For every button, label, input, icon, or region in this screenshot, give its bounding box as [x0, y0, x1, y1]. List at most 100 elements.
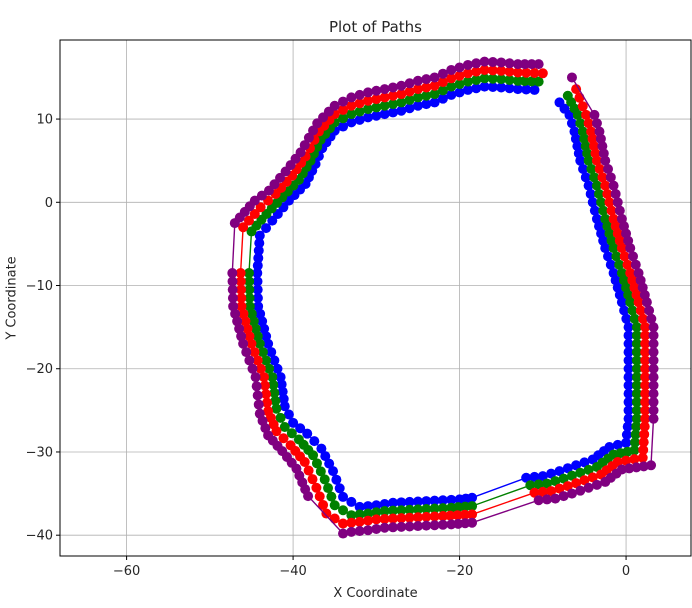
series-0-point	[623, 355, 634, 366]
series-2-point	[635, 305, 646, 316]
series-0-point	[437, 495, 448, 506]
series-1-point	[631, 347, 642, 358]
series-0-point	[487, 82, 498, 93]
series-1-point	[268, 379, 279, 390]
series-3-point	[396, 80, 407, 91]
series-0-point	[562, 463, 573, 474]
series-2-point	[638, 444, 649, 455]
series-2-point	[554, 483, 565, 494]
plot-area	[227, 56, 659, 539]
series-0-point	[429, 495, 440, 506]
series-0-point	[603, 251, 614, 262]
series-0-point	[328, 466, 339, 477]
series-0-point	[580, 172, 591, 183]
series-2-point	[278, 433, 289, 444]
series-0-point	[546, 468, 557, 479]
series-1-point	[275, 412, 286, 423]
series-2-point	[314, 491, 325, 502]
series-0-point	[309, 436, 320, 447]
series-1-point	[630, 429, 641, 440]
series-1-point	[575, 467, 586, 478]
series-1-point	[631, 338, 642, 349]
series-2-point	[396, 513, 407, 524]
series-2-point	[252, 355, 263, 366]
series-1-point	[421, 90, 432, 101]
series-3-point	[566, 488, 577, 499]
series-0-point	[331, 474, 342, 485]
series-1-point	[326, 491, 337, 502]
series-2-point	[574, 92, 585, 103]
series-2	[235, 64, 651, 529]
series-2-point	[429, 80, 440, 91]
series-2-point	[571, 478, 582, 489]
series-0-point	[512, 84, 523, 95]
series-2-point	[329, 513, 340, 524]
series-0-point	[429, 97, 440, 108]
series-1-point	[577, 126, 588, 137]
series-3-point	[429, 72, 440, 83]
series-2-point	[608, 213, 619, 224]
series-0-point	[623, 330, 634, 341]
series-0-point	[252, 276, 263, 287]
series-1-point	[246, 226, 257, 237]
series-1-point	[631, 388, 642, 399]
series-3-point	[247, 363, 258, 374]
series-1-point	[611, 251, 622, 262]
series-2-point	[246, 338, 257, 349]
series-1-point	[254, 338, 265, 349]
series-0-point	[585, 188, 596, 199]
series-0-point	[479, 81, 490, 92]
series-0-point	[421, 99, 432, 110]
series-1-point	[550, 476, 561, 487]
series-0-point	[272, 363, 283, 374]
series-2-point	[255, 202, 266, 213]
series-0-point	[504, 83, 515, 94]
series-3-point	[594, 126, 605, 137]
series-3-point	[648, 397, 659, 408]
series-1-point	[454, 79, 465, 90]
series-2-point	[640, 330, 651, 341]
series-0-point	[623, 413, 634, 424]
series-2-point	[338, 518, 349, 529]
series-2-point	[640, 388, 651, 399]
x-tick-label-2: −20	[446, 564, 473, 579]
series-0-point	[316, 443, 327, 454]
series-3-point	[404, 521, 415, 532]
series-0-point	[529, 84, 540, 95]
series-1-point	[396, 97, 407, 108]
series-1-point	[246, 308, 257, 319]
series-0-point	[324, 458, 335, 469]
series-2-point	[640, 338, 651, 349]
series-0-point	[363, 112, 374, 123]
series-2-point	[604, 197, 615, 208]
series-1-point	[363, 104, 374, 115]
series-1-point	[387, 99, 398, 110]
series-2-point	[612, 456, 623, 467]
series-3-point	[303, 132, 314, 143]
series-1-point	[286, 428, 297, 439]
series-0-point	[266, 347, 277, 358]
series-1-point	[562, 90, 573, 101]
series-0-point	[261, 331, 272, 342]
series-0-point	[467, 492, 478, 503]
series-3-point	[541, 494, 552, 505]
series-3-point	[467, 517, 478, 528]
series-1-point	[631, 330, 642, 341]
series-3-point	[648, 388, 659, 399]
series-0-point	[471, 83, 482, 94]
axes-frame	[59, 39, 692, 557]
series-0-point	[254, 238, 265, 249]
series-2-point	[639, 421, 650, 432]
series-3-point	[633, 268, 644, 279]
series-0-point	[253, 245, 264, 256]
series-3-point	[608, 180, 619, 191]
series-2-point	[318, 499, 329, 510]
series-2-point	[638, 437, 649, 448]
series-3-point	[227, 284, 238, 295]
series-2-point	[467, 509, 478, 520]
series-2-point	[235, 276, 246, 287]
series-3-point	[251, 381, 262, 392]
series-2-point	[421, 511, 432, 522]
series-1-point	[629, 313, 640, 324]
series-2-point	[240, 316, 251, 327]
